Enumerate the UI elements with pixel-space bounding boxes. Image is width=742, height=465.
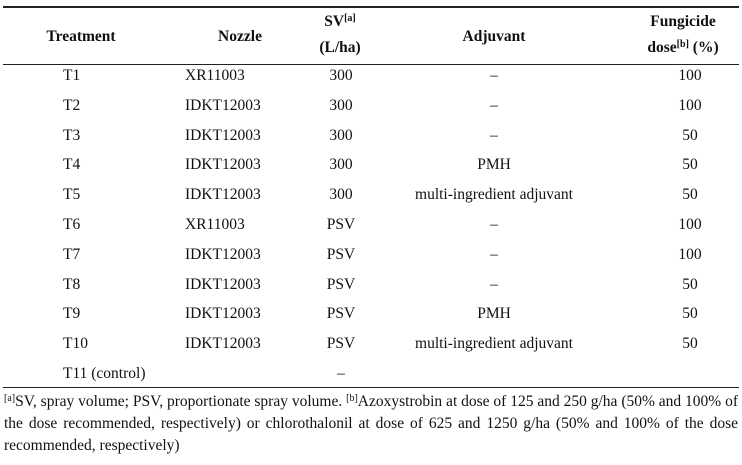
table-cell: PSV: [326, 335, 356, 353]
table-cell: IDKT12003: [185, 186, 261, 204]
table-cell: 300: [329, 126, 353, 144]
header-rule: [3, 64, 739, 65]
table-cell: T3: [63, 126, 81, 144]
table-cell: 300: [329, 67, 353, 84]
table-cell: 50: [682, 305, 698, 323]
table-cell: XR11003: [185, 67, 245, 84]
table-cell: –: [337, 365, 345, 382]
table-cell: 50: [682, 335, 698, 353]
header-text: SV: [324, 13, 345, 30]
header-text: dose: [647, 39, 677, 56]
top-rule: [3, 6, 739, 8]
table-cell: –: [490, 216, 498, 233]
table-cell: 50: [682, 156, 698, 174]
table-cell: –: [490, 96, 498, 114]
table-cell: T10: [63, 335, 88, 353]
table-cell: T4: [63, 156, 81, 174]
table-cell: T11 (control): [63, 365, 146, 382]
table-cell: 300: [329, 186, 353, 204]
header-cell: dose[b] (%): [647, 38, 718, 58]
header-unit: (L/ha): [319, 39, 361, 56]
table-cell: IDKT12003: [185, 275, 261, 293]
header-cell: Treatment: [46, 28, 116, 45]
footnote-mark: [b]: [676, 39, 689, 50]
table-cell: PMH: [477, 305, 511, 323]
footnote-mark: [a]: [344, 13, 356, 24]
table-cell: 100: [678, 216, 702, 233]
table-cell: 50: [682, 126, 698, 144]
footnote: [a]SV, spray volume; PSV, proportionate …: [4, 391, 738, 457]
table-cell: T7: [63, 245, 81, 263]
table-cell: T8: [63, 275, 81, 293]
table-cell: T1: [63, 67, 81, 84]
table-cell: –: [490, 275, 498, 293]
table-cell: PSV: [326, 216, 356, 233]
table-cell: 100: [678, 67, 702, 84]
table-cell: IDKT12003: [185, 96, 261, 114]
table-cell: 100: [678, 96, 702, 114]
table-cell: –: [490, 126, 498, 144]
header-cell: Nozzle: [218, 28, 262, 45]
table-cell: PMH: [477, 156, 511, 174]
header-cell: Fungicide: [650, 13, 716, 30]
table-cell: T2: [63, 96, 81, 114]
table-cell: PSV: [326, 245, 356, 263]
header-cell: Adjuvant: [462, 28, 526, 45]
table-cell: PSV: [326, 305, 356, 323]
table-cell: multi-ingredient adjuvant: [415, 186, 573, 204]
table-cell: T6: [63, 216, 81, 233]
table-cell: T5: [63, 186, 81, 204]
table-cell: 50: [682, 186, 698, 204]
table-cell: multi-ingredient adjuvant: [415, 335, 573, 353]
table-cell: XR11003: [185, 216, 245, 233]
header-unit: (%): [692, 39, 719, 56]
table-cell: IDKT12003: [185, 156, 261, 174]
table-cell: 300: [329, 156, 353, 174]
table-cell: 300: [329, 96, 353, 114]
table-cell: IDKT12003: [185, 245, 261, 263]
bottom-rule: [3, 387, 739, 388]
table-cell: 50: [682, 275, 698, 293]
footnote-mark: [a]: [4, 393, 16, 404]
table-cell: 100: [678, 245, 702, 263]
footnote-mark: [b]: [346, 393, 358, 404]
footnote-text: SV, spray volume; PSV, proportionate spr…: [15, 393, 347, 410]
table-cell: –: [490, 245, 498, 263]
table-cell: IDKT12003: [185, 305, 261, 323]
header-cell: SV[a]: [324, 12, 356, 32]
table-cell: –: [490, 67, 498, 84]
footnote-text: Azoxystrobin at dose of 125 and 250 g/ha…: [4, 393, 738, 454]
table-cell: PSV: [326, 275, 356, 293]
table-cell: IDKT12003: [185, 335, 261, 353]
table-cell: T9: [63, 305, 81, 323]
table-cell: IDKT12003: [185, 126, 261, 144]
